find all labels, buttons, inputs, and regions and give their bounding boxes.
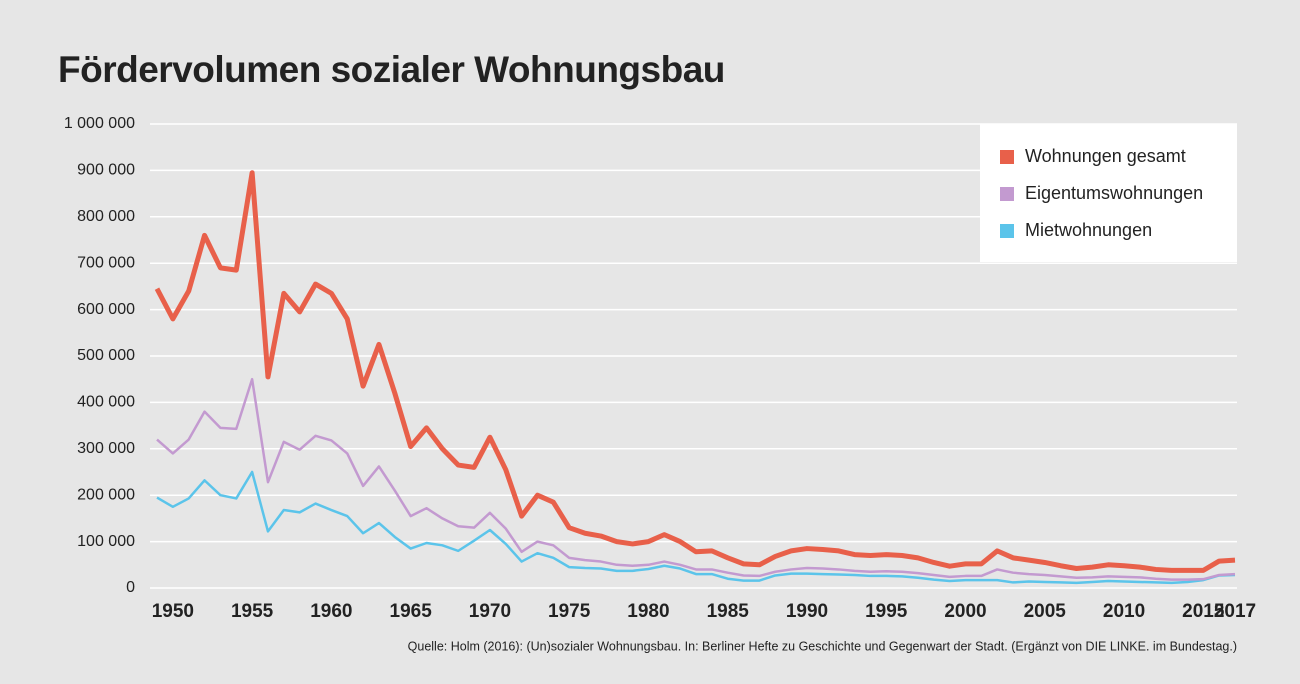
legend-swatch xyxy=(1000,150,1014,164)
y-tick-label: 1 000 000 xyxy=(64,115,135,132)
x-tick-label: 1975 xyxy=(548,601,591,622)
legend-box xyxy=(980,124,1237,262)
x-tick-label: 1990 xyxy=(786,601,828,622)
x-tick-label: 2010 xyxy=(1103,601,1145,622)
series-line xyxy=(156,377,1236,581)
y-tick-label: 500 000 xyxy=(77,347,135,364)
x-tick-label: 1950 xyxy=(152,601,194,622)
y-tick-label: 100 000 xyxy=(77,533,135,550)
x-tick-label: 1980 xyxy=(627,601,669,622)
x-tick-label: 1965 xyxy=(390,601,433,622)
source: Quelle: Holm (2016): (Un)sozialer Wohnun… xyxy=(408,639,1237,653)
y-tick-label: 200 000 xyxy=(77,486,135,503)
legend-label: Mietwohnungen xyxy=(1025,220,1152,240)
y-tick-label: 300 000 xyxy=(77,440,135,457)
x-tick-label: 2017 xyxy=(1214,601,1256,622)
y-tick-label: 900 000 xyxy=(77,162,135,179)
legend-swatch xyxy=(1000,224,1014,238)
series-line xyxy=(156,470,1236,585)
legend-label: Eigentumswohnungen xyxy=(1025,183,1203,203)
y-tick-label: 800 000 xyxy=(77,208,135,225)
x-tick-label: 1985 xyxy=(707,601,750,622)
legend-swatch xyxy=(1000,187,1014,201)
x-tick-label: 2015 xyxy=(1182,601,1225,622)
legend-label: Wohnungen gesamt xyxy=(1025,146,1186,166)
x-tick-label: 1970 xyxy=(469,601,511,622)
y-tick-label: 600 000 xyxy=(77,301,135,318)
x-tick-label: 2000 xyxy=(944,601,986,622)
x-tick-label: 1955 xyxy=(231,601,274,622)
y-tick-label: 700 000 xyxy=(77,254,135,271)
x-tick-label: 2005 xyxy=(1024,601,1067,622)
y-tick-label: 400 000 xyxy=(77,394,135,411)
chart-title: Fördervolumen sozialer Wohnungsbau xyxy=(58,49,725,90)
series-line xyxy=(154,170,1236,573)
y-tick-label: 0 xyxy=(126,579,135,596)
x-tick-label: 1995 xyxy=(865,601,908,622)
x-tick-label: 1960 xyxy=(310,601,352,622)
